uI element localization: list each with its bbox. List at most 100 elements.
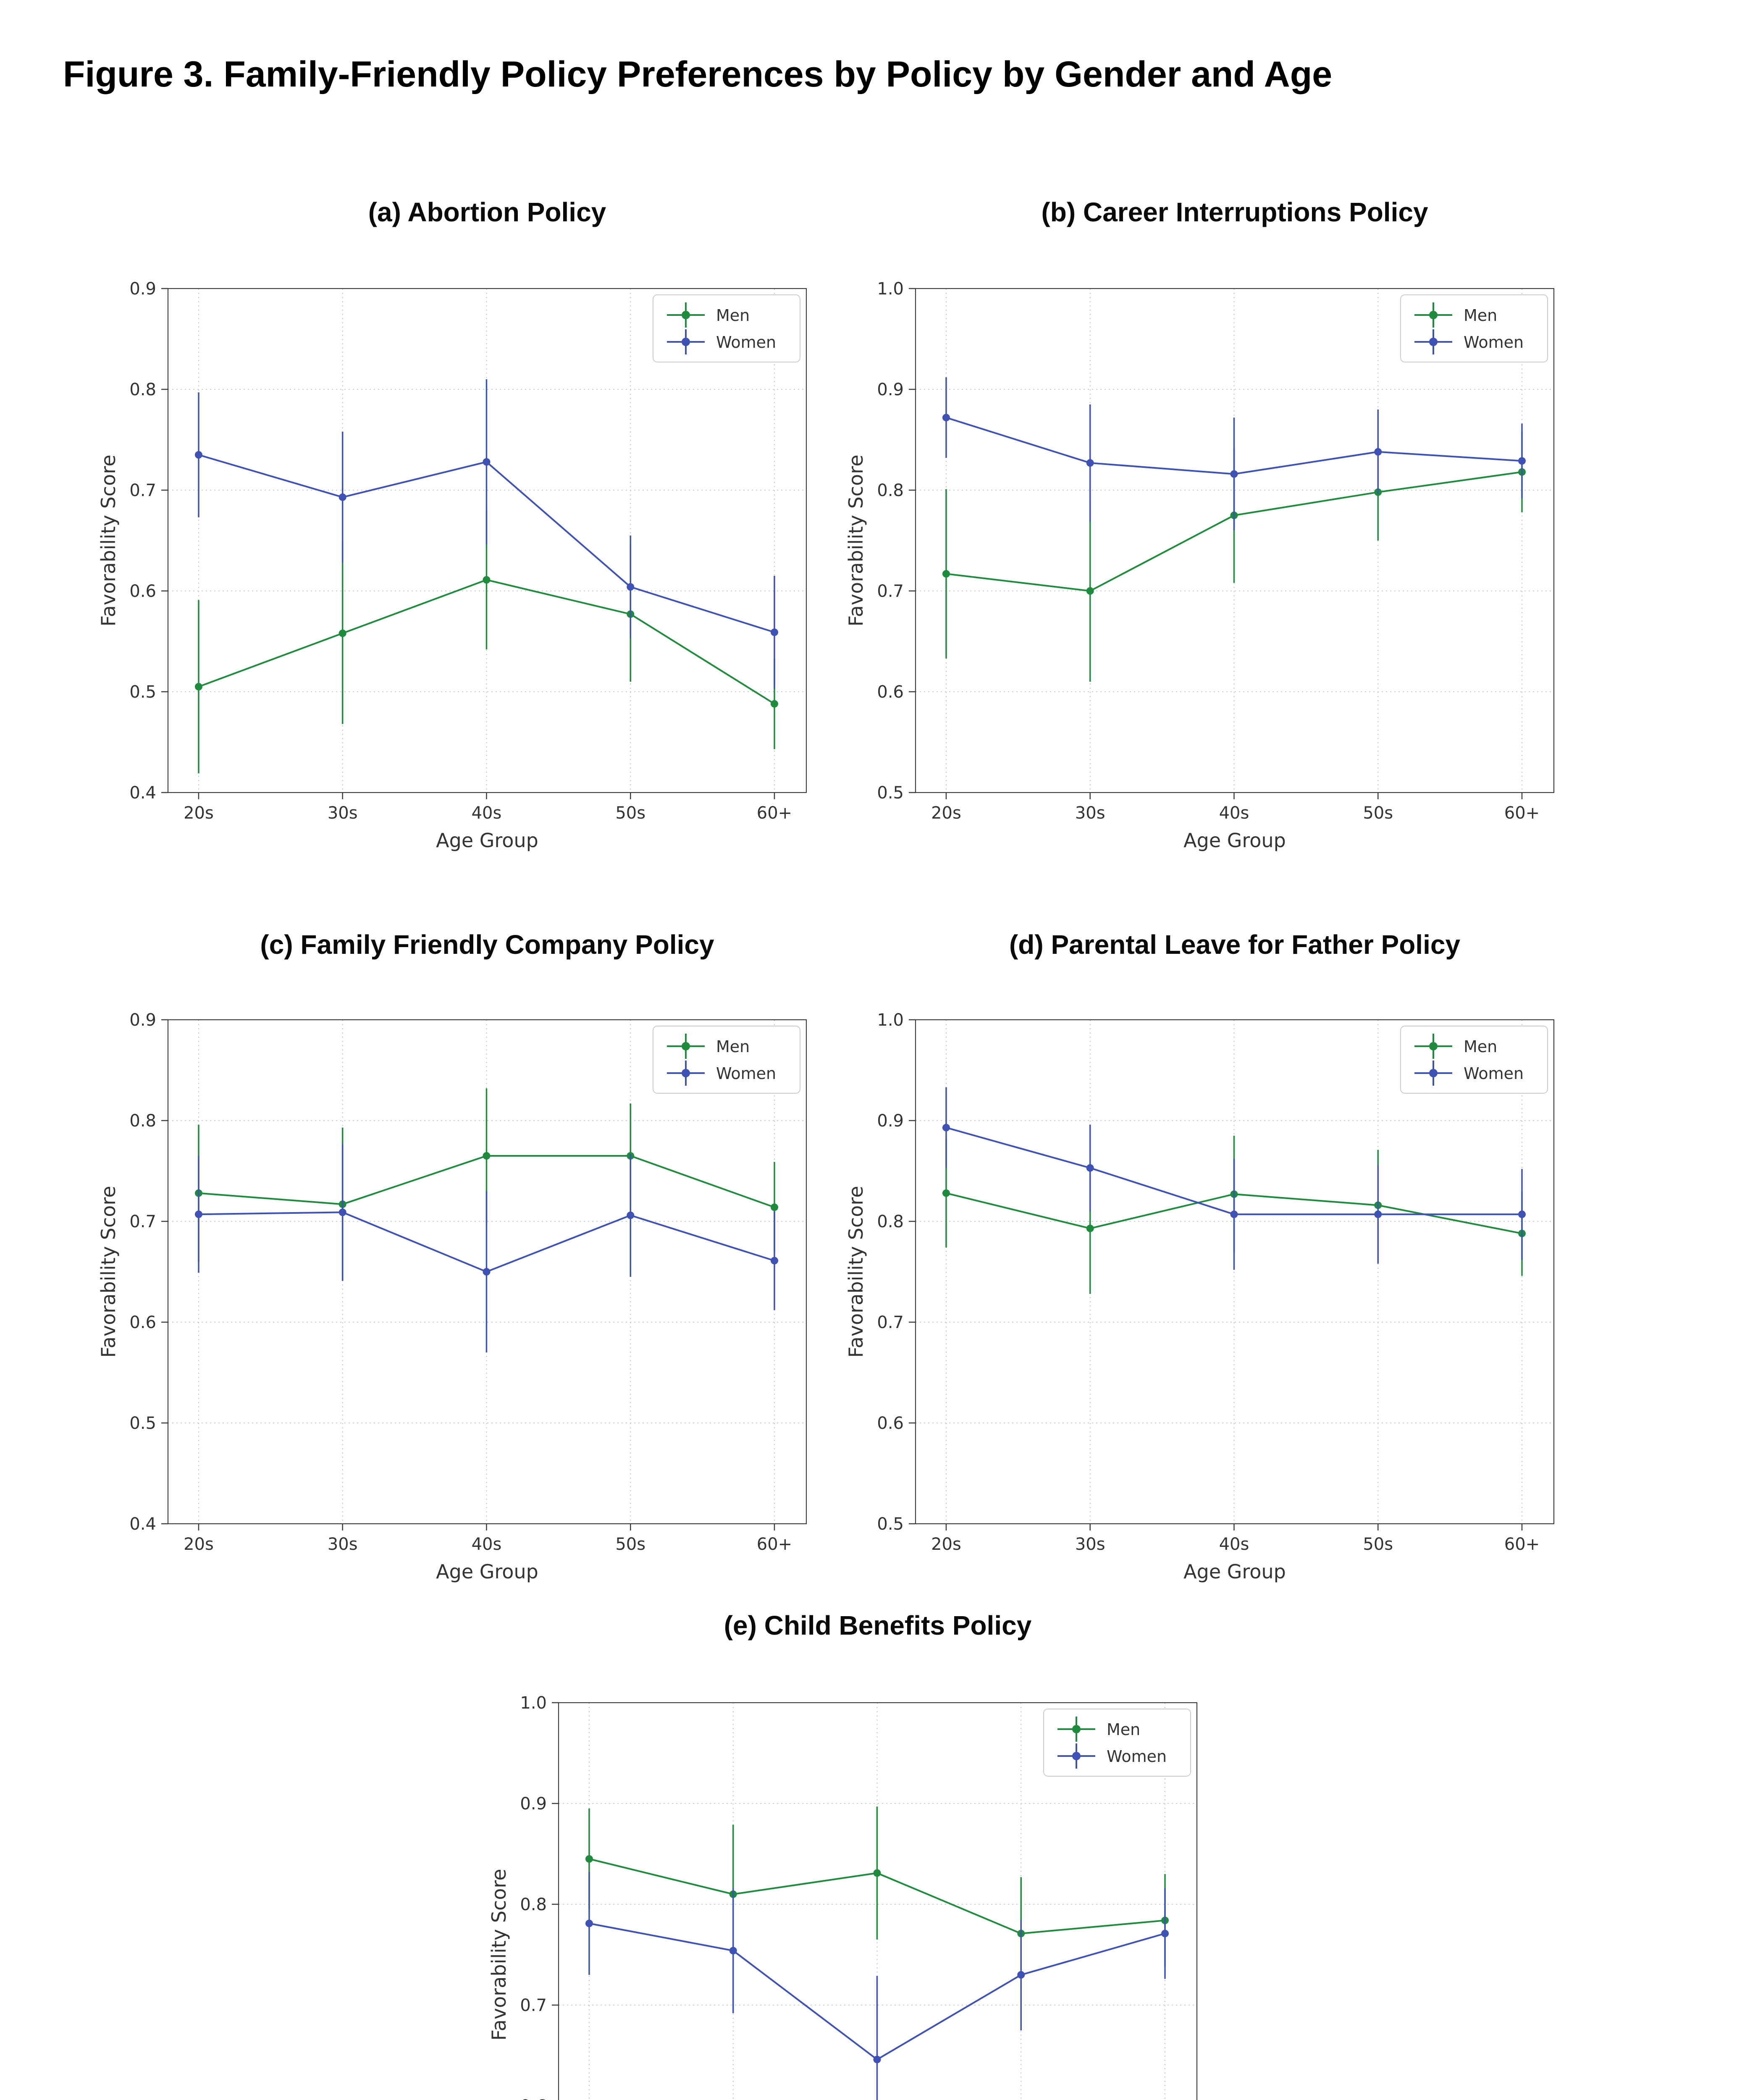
svg-text:40s: 40s bbox=[1219, 803, 1249, 823]
svg-text:0.4: 0.4 bbox=[129, 1515, 156, 1534]
svg-text:Men: Men bbox=[716, 306, 750, 325]
data-point bbox=[483, 1268, 491, 1276]
data-point bbox=[1017, 1971, 1025, 1979]
svg-text:0.4: 0.4 bbox=[129, 783, 156, 803]
data-point bbox=[771, 1257, 778, 1265]
svg-text:40s: 40s bbox=[472, 803, 502, 823]
data-point bbox=[585, 1919, 593, 1927]
data-point bbox=[194, 451, 202, 459]
svg-text:1.0: 1.0 bbox=[877, 1011, 904, 1030]
svg-text:0.9: 0.9 bbox=[877, 380, 904, 399]
legend-entry-women: Women bbox=[1057, 1743, 1167, 1769]
series-women bbox=[585, 1872, 1169, 2100]
svg-text:20s: 20s bbox=[184, 1535, 214, 1554]
legend-entry-women: Women bbox=[1414, 329, 1524, 354]
subplot-title-parental-leave-for-father-policy: (d) Parental Leave for Father Policy bbox=[1009, 929, 1461, 960]
x-axis-ticks: 20s 30s 40s 50s 60+ bbox=[184, 793, 792, 823]
data-point bbox=[627, 1211, 635, 1219]
grid bbox=[916, 1020, 1554, 1524]
svg-text:0.5: 0.5 bbox=[129, 682, 156, 702]
data-point bbox=[483, 576, 491, 584]
svg-text:50s: 50s bbox=[615, 1535, 645, 1554]
data-point bbox=[627, 583, 635, 591]
data-point bbox=[1518, 1210, 1526, 1218]
svg-text:50s: 50s bbox=[615, 803, 645, 823]
data-point bbox=[873, 2055, 881, 2063]
svg-text:60+: 60+ bbox=[757, 803, 792, 823]
svg-text:0.7: 0.7 bbox=[129, 481, 156, 500]
y-axis-ticks: 0.5 0.6 0.7 0.8 0.9 1.0 bbox=[877, 1011, 916, 1534]
y-axis-ticks: 0.4 0.5 0.6 0.7 0.8 0.9 bbox=[129, 279, 168, 803]
data-point bbox=[1518, 457, 1526, 465]
svg-text:0.9: 0.9 bbox=[877, 1111, 904, 1131]
x-axis-ticks: 20s 30s 40s 50s 60+ bbox=[184, 1524, 792, 1554]
svg-text:30s: 30s bbox=[1075, 1535, 1105, 1554]
chart-career-interruptions-policy: 0.5 0.6 0.7 0.8 0.9 1.0 20s 30s 40s 50s 60+ Favorab… bbox=[845, 279, 1555, 852]
y-axis-ticks: 0.5 0.6 0.7 0.8 0.9 1.0 bbox=[877, 279, 916, 803]
svg-text:60+: 60+ bbox=[1504, 1535, 1540, 1554]
svg-text:Women: Women bbox=[716, 333, 776, 352]
legend-entry-men: Men bbox=[1414, 302, 1497, 328]
svg-text:1.0: 1.0 bbox=[877, 279, 904, 299]
legend-entry-men: Men bbox=[667, 1034, 750, 1059]
svg-text:40s: 40s bbox=[1219, 1535, 1249, 1554]
data-point bbox=[771, 700, 778, 708]
data-point bbox=[338, 1208, 346, 1216]
data-point bbox=[483, 1152, 491, 1160]
data-point bbox=[1086, 1224, 1094, 1232]
chart-parental-leave-for-father-policy: 0.5 0.6 0.7 0.8 0.9 1.0 20s 30s 40s 50s 60+ Favorab… bbox=[845, 1011, 1555, 1583]
series-men bbox=[585, 1806, 1169, 1990]
x-axis-label: Age Group bbox=[436, 1560, 538, 1583]
svg-text:Men: Men bbox=[1464, 1037, 1497, 1056]
svg-text:0.6: 0.6 bbox=[877, 1414, 904, 1433]
svg-text:Men: Men bbox=[1107, 1720, 1140, 1739]
svg-text:0.5: 0.5 bbox=[129, 1414, 156, 1433]
data-point bbox=[338, 629, 346, 637]
legend-entry-women: Women bbox=[1414, 1060, 1524, 1086]
data-point bbox=[942, 570, 950, 578]
data-point bbox=[194, 1210, 202, 1218]
svg-text:40s: 40s bbox=[472, 1535, 502, 1554]
x-axis-ticks: 20s 30s 40s 50s 60+ bbox=[931, 793, 1540, 823]
legend: Men Women bbox=[653, 294, 800, 362]
data-point bbox=[1374, 448, 1382, 456]
svg-text:Women: Women bbox=[1107, 1747, 1167, 1766]
legend-entry-men: Men bbox=[1414, 1034, 1497, 1059]
data-point bbox=[483, 458, 491, 466]
svg-text:0.5: 0.5 bbox=[877, 783, 904, 803]
svg-text:0.7: 0.7 bbox=[520, 1996, 547, 2015]
plot-border bbox=[167, 1019, 807, 1525]
data-point bbox=[1086, 459, 1094, 467]
legend: Men Women bbox=[1043, 1709, 1191, 1777]
plot-border bbox=[167, 288, 807, 793]
legend-entry-men: Men bbox=[667, 302, 750, 328]
data-point bbox=[729, 1947, 737, 1955]
svg-text:30s: 30s bbox=[1075, 803, 1105, 823]
svg-text:50s: 50s bbox=[1363, 1535, 1393, 1554]
svg-text:0.7: 0.7 bbox=[877, 1313, 904, 1332]
series-women bbox=[194, 1144, 778, 1352]
svg-text:0.6: 0.6 bbox=[877, 682, 904, 702]
svg-text:30s: 30s bbox=[328, 1535, 358, 1554]
data-point bbox=[942, 1189, 950, 1197]
svg-text:Women: Women bbox=[1464, 333, 1524, 352]
svg-text:30s: 30s bbox=[328, 803, 358, 823]
legend: Men Women bbox=[653, 1026, 800, 1094]
svg-text:0.8: 0.8 bbox=[877, 481, 904, 500]
svg-text:60+: 60+ bbox=[757, 1535, 792, 1554]
svg-text:60+: 60+ bbox=[1504, 803, 1540, 823]
data-point bbox=[338, 493, 346, 501]
svg-text:0.9: 0.9 bbox=[129, 279, 156, 299]
y-axis-label: Favorability Score bbox=[845, 454, 867, 626]
chart-abortion-policy: 0.4 0.5 0.6 0.7 0.8 0.9 20s 30s 40s 50s 60+ Favorab… bbox=[97, 279, 807, 852]
svg-text:0.8: 0.8 bbox=[129, 380, 156, 399]
svg-text:Men: Men bbox=[716, 1037, 750, 1056]
series-women bbox=[942, 377, 1526, 530]
y-axis-ticks: 0.4 0.5 0.6 0.7 0.8 0.9 bbox=[129, 1011, 168, 1534]
y-axis-label: Favorability Score bbox=[845, 1186, 867, 1357]
data-point bbox=[942, 414, 950, 422]
data-point bbox=[771, 628, 778, 636]
subplot-title-child-benefits-policy: (e) Child Benefits Policy bbox=[724, 1610, 1032, 1641]
svg-text:0.6: 0.6 bbox=[129, 1313, 156, 1332]
